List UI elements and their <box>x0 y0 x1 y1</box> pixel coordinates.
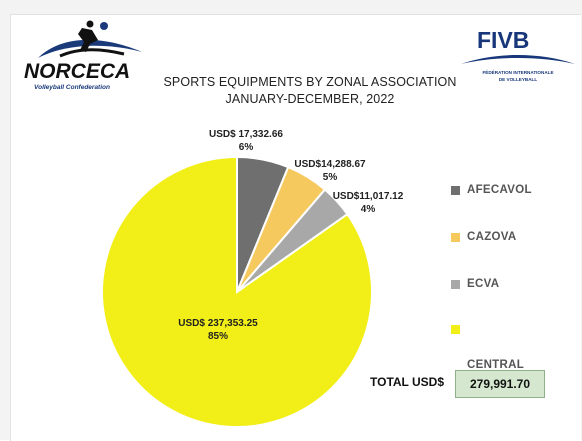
legend-swatch-afecavol <box>451 186 460 195</box>
svg-text:Volleyball Confederation: Volleyball Confederation <box>34 84 110 91</box>
slice-value-central-zone: USD$ 237,353.25 <box>178 318 258 329</box>
slice-label-cazova: USD$14,288.67 5% <box>284 158 376 184</box>
legend-item-cazova: CAZOVA <box>451 228 517 246</box>
slice-value-afecavol: USD$ 17,332.66 <box>209 129 283 140</box>
chart-title: SPORTS EQUIPMENTS BY ZONAL ASSOCIATION <box>163 75 457 89</box>
slice-percent-cazova: 5% <box>322 172 338 183</box>
fivb-logo: FIVB FÉDÉRATION INTERNATIONALE DE VOLLEY… <box>461 27 575 82</box>
legend-label-ecva: ECVA <box>467 278 500 290</box>
legend-swatch-ecva <box>451 280 460 289</box>
slice-percent-afecavol: 6% <box>238 142 254 153</box>
slice-value-cazova: USD$14,288.67 <box>294 159 366 170</box>
svg-text:FÉDÉRATION INTERNATIONALE: FÉDÉRATION INTERNATIONALE <box>482 68 553 75</box>
svg-text:DE VOLLEYBALL: DE VOLLEYBALL <box>499 77 537 82</box>
legend-label-cazova: CAZOVA <box>467 231 517 243</box>
legend-item-ecva: ECVA <box>451 275 500 293</box>
slice-percent-ecva: 4% <box>360 204 376 215</box>
total-value: 279,991.70 <box>455 370 545 398</box>
legend-swatch-central-zone <box>451 325 460 334</box>
svg-text:FIVB: FIVB <box>477 27 529 53</box>
legend-label-afecavol: AFECAVOL <box>467 184 532 196</box>
norceca-logo: NORCECA Volleyball Confederation <box>24 20 142 91</box>
slice-value-ecva: USD$11,017.12 <box>332 191 404 202</box>
legend-item-afecavol: AFECAVOL <box>451 181 532 199</box>
slice-label-afecavol: USD$ 17,332.66 6% <box>198 128 294 154</box>
slice-label-ecva: USD$11,017.12 4% <box>323 190 413 216</box>
pie-slice-central-zone <box>101 155 373 428</box>
slice-percent-central-zone: 85% <box>207 331 228 342</box>
legend-swatch-cazova <box>451 233 460 242</box>
svg-text:NORCECA: NORCECA <box>24 60 130 83</box>
chart-subtitle: JANUARY-DECEMBER, 2022 <box>225 92 395 106</box>
total-label: TOTAL USD$ <box>370 375 445 389</box>
slice-label-central-zone: USD$ 237,353.25 85% <box>168 317 268 343</box>
